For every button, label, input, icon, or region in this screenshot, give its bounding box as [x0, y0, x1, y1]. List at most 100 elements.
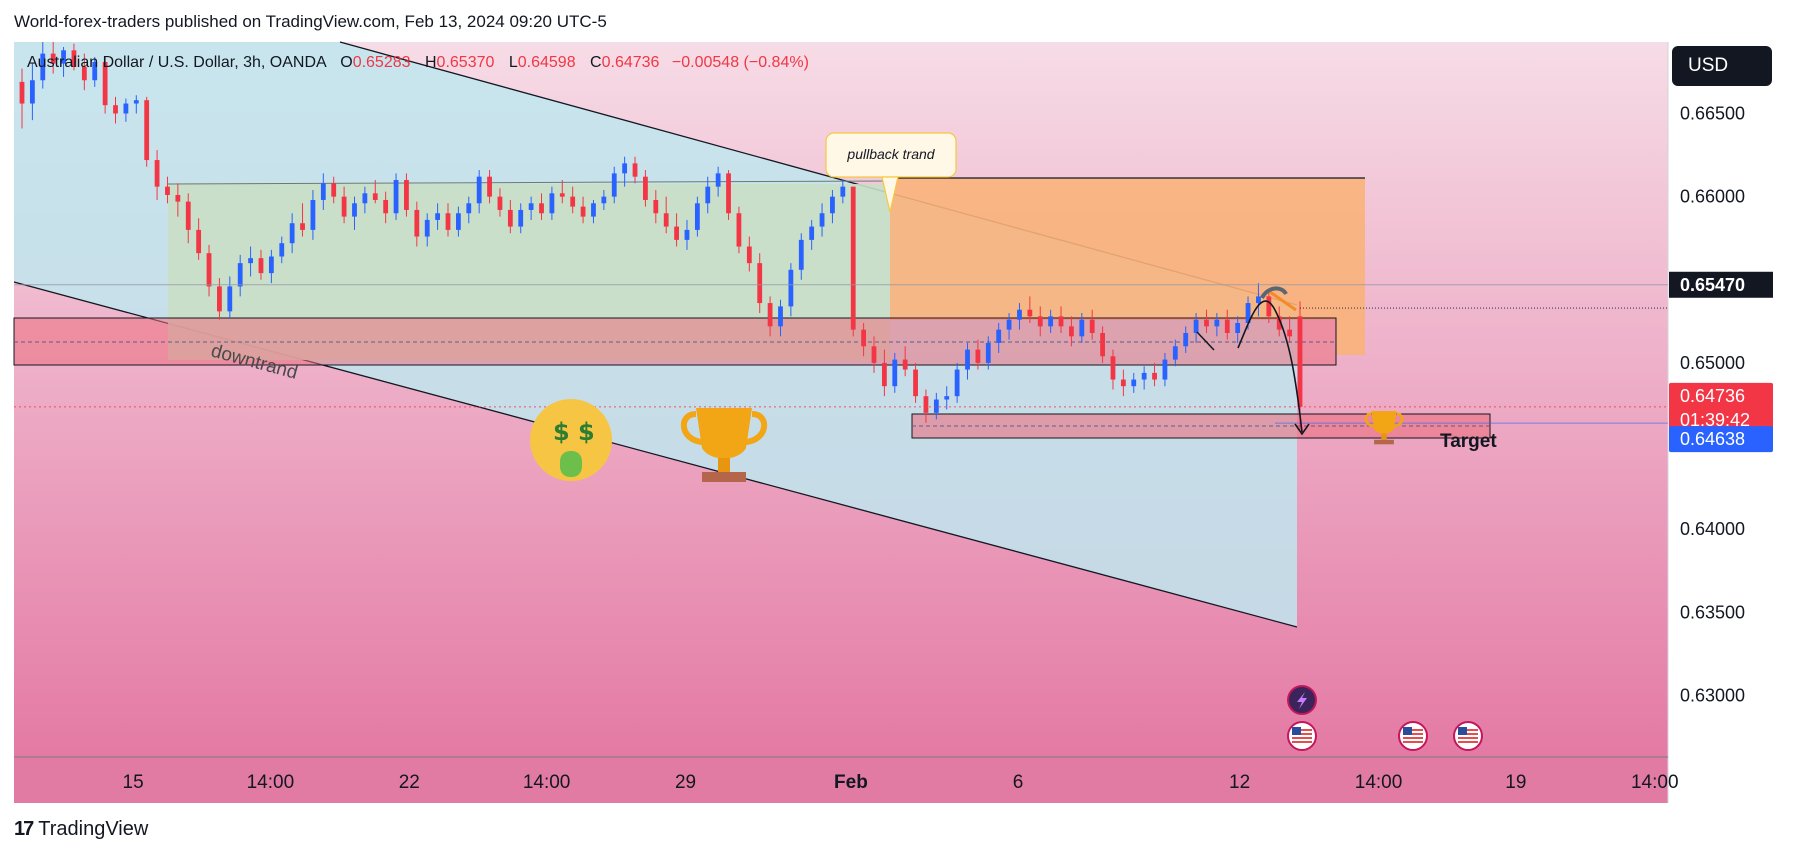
trophy-handle-right: [1393, 412, 1404, 428]
candle: [674, 213, 679, 247]
candle-body: [497, 196, 503, 210]
candle-body: [840, 186, 846, 197]
candle: [591, 199, 596, 224]
currency-button[interactable]: USD: [1672, 46, 1772, 86]
y-tick-label: 0.64000: [1680, 519, 1745, 539]
high-label: H: [424, 54, 437, 71]
event-circle: [1287, 721, 1317, 751]
candle-body: [1120, 379, 1126, 387]
range-box-top-line: [167, 180, 891, 185]
candle: [113, 96, 118, 124]
price-label-box: [1669, 382, 1773, 409]
tradingview-mark-icon: 17: [14, 818, 34, 840]
low-label: L: [508, 54, 518, 71]
candle: [466, 196, 472, 224]
candle-body: [1245, 303, 1251, 324]
candle: [289, 213, 295, 254]
pickaxe-handle: [1269, 290, 1297, 312]
candle: [767, 296, 773, 337]
candle-body: [975, 349, 981, 363]
candle: [663, 196, 669, 234]
candle-body: [424, 219, 430, 237]
candle-body: [258, 258, 264, 274]
us-flag-event-icon[interactable]: [1287, 721, 1317, 751]
candle: [1256, 283, 1261, 317]
lightning-event-icon[interactable]: [1287, 685, 1317, 715]
flag-stripe: [1292, 741, 1312, 743]
candle: [71, 43, 77, 71]
candle: [902, 346, 908, 377]
candle: [196, 218, 202, 260]
candle: [175, 183, 181, 217]
candle: [352, 196, 357, 230]
candle: [653, 189, 659, 224]
tradingview-logo[interactable]: 17 TradingView: [14, 818, 148, 841]
candle: [268, 249, 274, 284]
candle-body: [1152, 372, 1157, 380]
candle-body: [913, 369, 918, 397]
candle-body: [81, 66, 87, 81]
candle-body: [50, 53, 56, 64]
candle: [1110, 349, 1116, 390]
candle: [92, 56, 98, 87]
candle-body: [154, 160, 160, 187]
candle-body: [1297, 316, 1303, 407]
candle-body: [1141, 372, 1147, 380]
callout-pointer: [881, 176, 899, 213]
candle: [518, 203, 524, 234]
candle-body: [19, 81, 25, 104]
flag-stripe: [1292, 733, 1312, 735]
event-circle: [1453, 721, 1483, 751]
candle: [923, 389, 929, 423]
price-label-text: 0.64736: [1680, 386, 1745, 406]
candle-body: [798, 239, 804, 270]
candle-body: [985, 342, 991, 363]
candle: [455, 206, 461, 237]
us-flag-event-icon[interactable]: [1398, 721, 1428, 751]
candle-body: [237, 263, 243, 287]
open-value: 0.65283: [352, 54, 411, 71]
candle: [694, 196, 700, 237]
candle-body: [580, 206, 586, 217]
price-label-text: 01:39:42: [1680, 410, 1750, 430]
candle: [185, 193, 191, 244]
candle: [144, 96, 150, 167]
candle-body: [1048, 316, 1054, 327]
trophy-stem: [718, 458, 730, 472]
candle: [1276, 306, 1282, 337]
candle-body: [1131, 379, 1137, 387]
money-face-circle: [530, 399, 612, 481]
candle: [788, 263, 794, 317]
x-tick-label: Feb: [834, 772, 868, 793]
candle-body: [487, 176, 492, 197]
candle-body: [881, 362, 887, 387]
candle: [1069, 316, 1074, 347]
trophy-base: [702, 472, 746, 482]
money-eye-left: $: [553, 418, 570, 446]
candle: [539, 193, 544, 220]
pullback-callout[interactable]: pullback trand: [825, 132, 957, 213]
pickaxe-head: [1260, 286, 1288, 300]
candle-body: [102, 61, 108, 106]
candle-body: [902, 359, 908, 370]
candle-body: [1235, 323, 1241, 333]
candle: [424, 213, 430, 247]
candle-body: [819, 213, 825, 227]
us-flag-event-icon[interactable]: [1453, 721, 1483, 751]
flag-stripe: [1458, 737, 1478, 739]
candle-body: [185, 201, 191, 230]
candle: [331, 176, 337, 204]
candle: [497, 188, 503, 217]
projection-arrow-icon: [1294, 423, 1310, 436]
candle: [206, 244, 212, 297]
candle-body: [476, 176, 482, 204]
candle: [487, 170, 492, 204]
candle-body: [123, 103, 129, 114]
candle: [778, 299, 783, 337]
candle: [279, 236, 285, 264]
candle: [476, 170, 482, 214]
candle: [528, 196, 534, 220]
candle-body: [757, 263, 763, 304]
